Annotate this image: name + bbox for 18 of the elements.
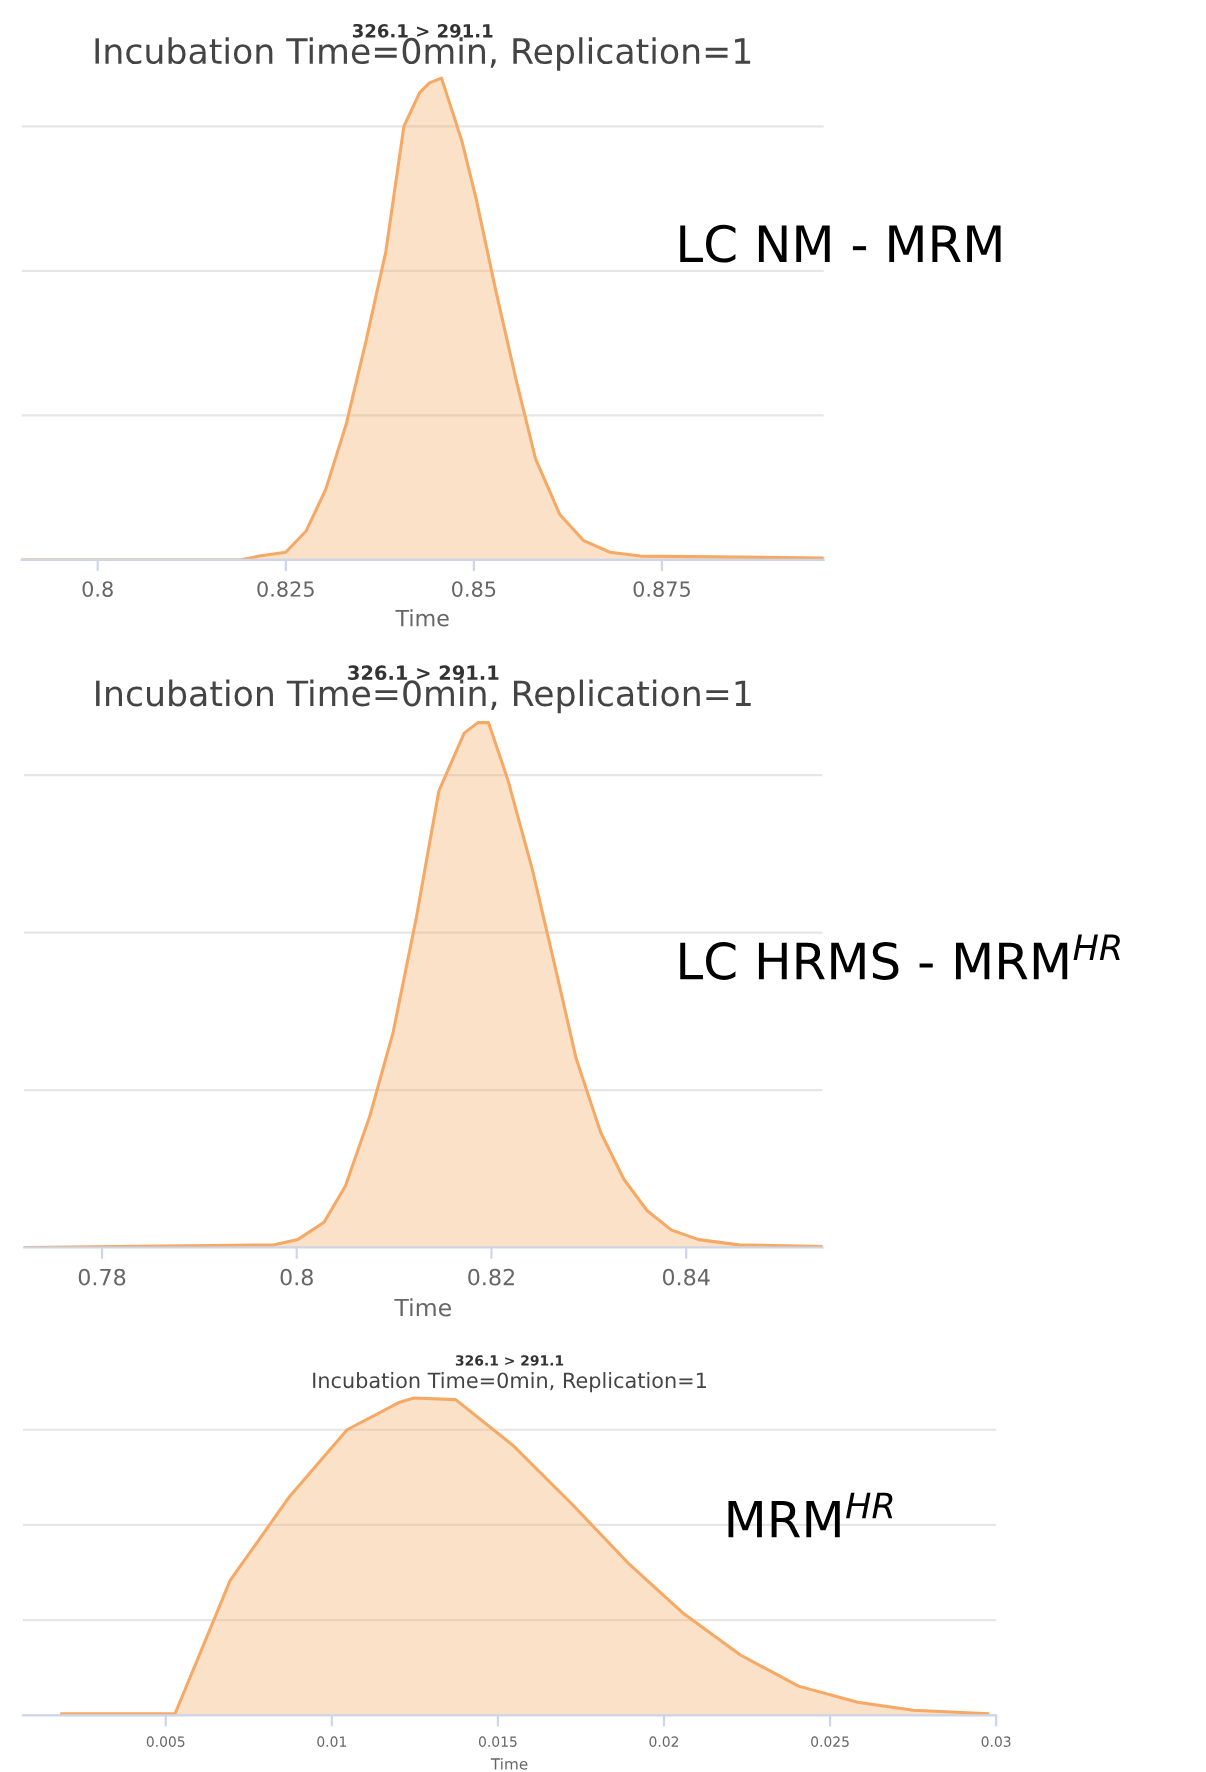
chart-subtitle: Incubation Time=0min, Replication=1 (313, 1372, 706, 1393)
x-tick-label: 0.85 (452, 581, 496, 597)
x-tick-label: 0.825 (257, 581, 314, 597)
chart-title: 326.1 > 291.1 (352, 23, 493, 38)
annotation: MRM$^{HR}$ (728, 1492, 893, 1538)
x-tick-label: 0.8 (82, 581, 113, 597)
annotation: LC NM - MRM (680, 224, 1001, 263)
chart-title: 326.1 > 291.1 (348, 665, 499, 681)
x-tick-label: 0.84 (662, 1268, 710, 1286)
x-tick-label: 0.8 (280, 1268, 313, 1286)
x-axis-title: Time (395, 609, 449, 627)
x-axis-title: Time (394, 1298, 451, 1317)
chart-subtitle: Incubation Time=0min, Replication=1 (96, 679, 751, 714)
chart-subtitle: Incubation Time=0min, Replication=1 (95, 37, 751, 71)
annotation: LC HRMS - MRM$^{HR}$ (680, 934, 1120, 980)
x-tick-label: 0.78 (78, 1268, 126, 1286)
x-tick-label: 0.82 (468, 1268, 514, 1286)
x-tick-label: 0.875 (633, 581, 690, 597)
